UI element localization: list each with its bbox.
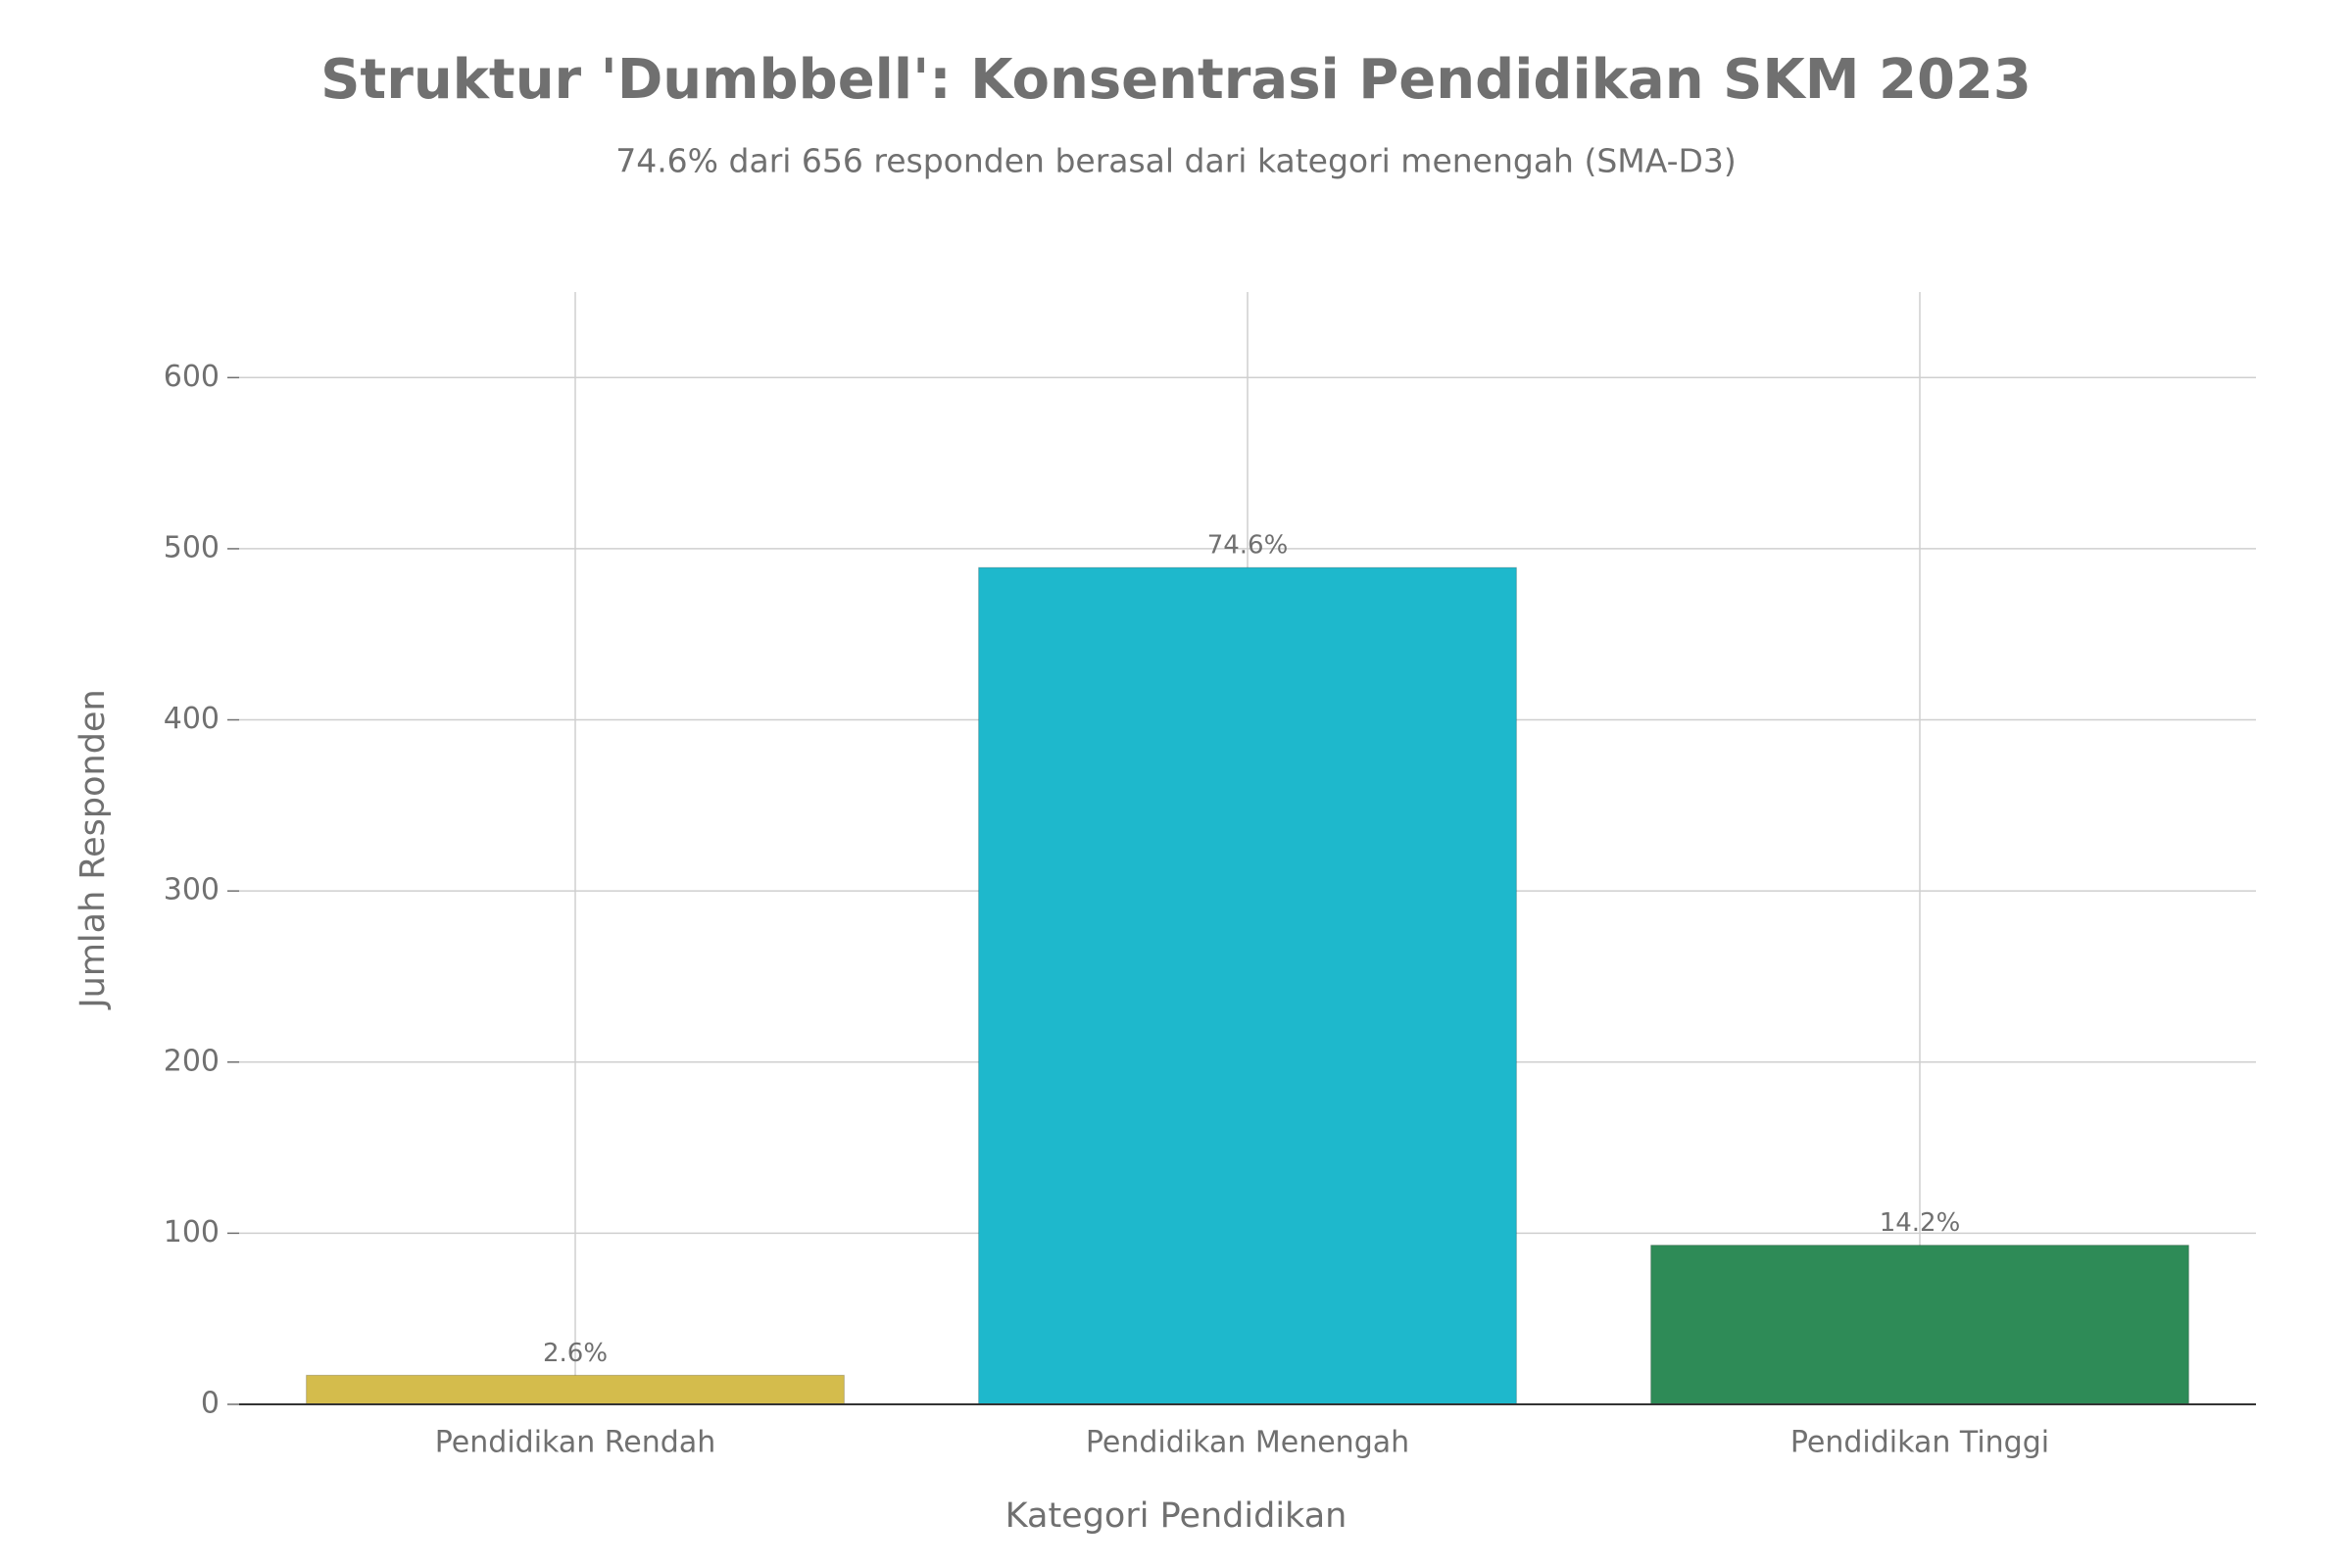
y-tick-label: 100 <box>164 1215 220 1250</box>
chart-title: Struktur 'Dumbbell': Konsentrasi Pendidi… <box>320 48 2032 112</box>
y-tick-label: 500 <box>164 530 220 564</box>
chart-subtitle: 74.6% dari 656 responden berasal dari ka… <box>615 142 1737 180</box>
x-tick-label: Pendidikan Tinggi <box>1790 1426 2049 1460</box>
bar-label: 2.6% <box>543 1339 608 1368</box>
y-tick-label: 400 <box>164 702 220 736</box>
x-axis-label: Kategori Pendidikan <box>1005 1496 1348 1536</box>
bar-label: 74.6% <box>1207 531 1289 561</box>
y-tick-label: 300 <box>164 873 220 907</box>
bar <box>306 1374 845 1405</box>
y-tick-label: 0 <box>201 1387 220 1421</box>
y-tick-label: 200 <box>164 1044 220 1078</box>
bar-label: 14.2% <box>1880 1208 1961 1238</box>
x-tick-label: Pendidikan Rendah <box>435 1426 715 1460</box>
y-tick-label: 600 <box>164 360 220 394</box>
bar <box>978 566 1517 1405</box>
y-axis-label: Jumlah Responden <box>74 689 113 1009</box>
bar <box>1650 1245 2189 1405</box>
x-tick-label: Pendidikan Menengah <box>1086 1426 1409 1460</box>
